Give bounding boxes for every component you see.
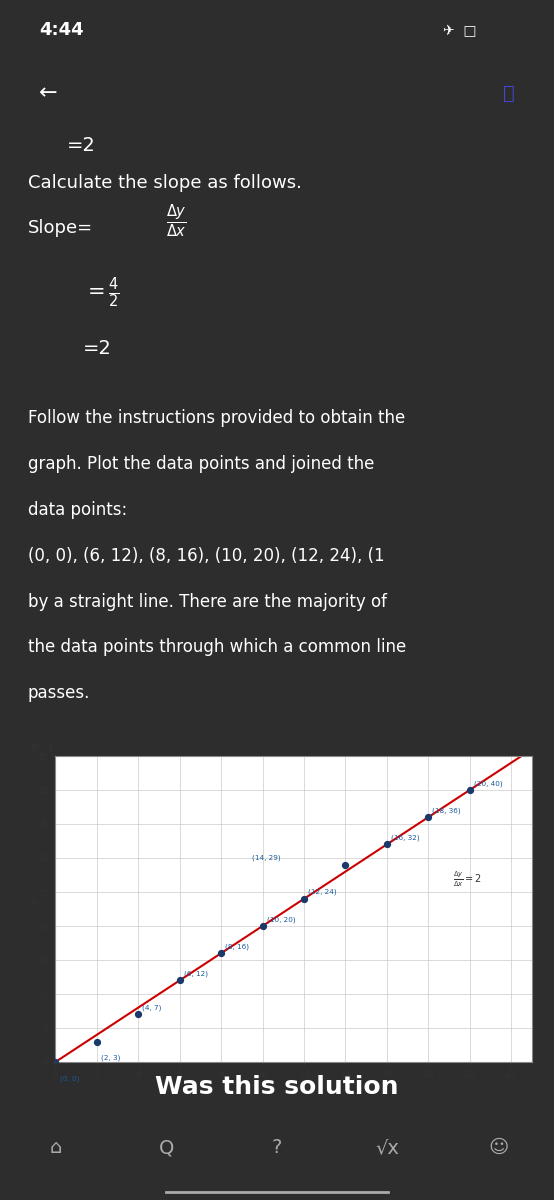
Y-axis label: Y: Y (30, 899, 37, 910)
Text: by a straight line. There are the majority of: by a straight line. There are the majori… (28, 593, 387, 611)
Text: the data points through which a common line: the data points through which a common l… (28, 638, 406, 656)
Text: (18, 36): (18, 36) (433, 808, 461, 814)
Point (465, 780, 474, 799)
Text: (10, 20): (10, 20) (266, 916, 295, 923)
Text: ←: ← (39, 83, 58, 103)
Point (93, 1032, 101, 1051)
Text: 4:44: 4:44 (39, 20, 84, 38)
X-axis label: x: x (290, 1080, 297, 1090)
Point (217, 943, 225, 962)
Text: ✈  □: ✈ □ (443, 23, 476, 37)
Text: Y: Y (47, 743, 53, 752)
Text: (14, 29): (14, 29) (252, 854, 281, 862)
Text: Q: Q (158, 1138, 174, 1157)
Text: Follow the instructions provided to obtain the: Follow the instructions provided to obta… (28, 409, 405, 427)
Point (258, 917, 267, 936)
Text: $\frac{\Delta y}{\Delta x}$: $\frac{\Delta y}{\Delta x}$ (166, 203, 187, 240)
Point (134, 1004, 143, 1024)
Point (300, 889, 309, 908)
Text: (0, 0), (6, 12), (8, 16), (10, 20), (12, 24), (1: (0, 0), (6, 12), (8, 16), (10, 20), (12,… (28, 547, 384, 565)
Text: (6, 12): (6, 12) (184, 971, 208, 977)
Point (424, 808, 433, 827)
Point (382, 835, 391, 854)
Text: ⌂: ⌂ (49, 1138, 61, 1157)
Text: √x: √x (376, 1138, 400, 1157)
Text: ☺: ☺ (489, 1138, 509, 1157)
Text: Slope=: Slope= (28, 218, 93, 236)
Text: (2, 3): (2, 3) (101, 1054, 120, 1061)
Text: ⧉: ⧉ (504, 84, 515, 102)
Text: data points:: data points: (28, 500, 127, 518)
Text: (16, 32): (16, 32) (391, 834, 419, 841)
Text: (4, 7): (4, 7) (142, 1004, 162, 1010)
Text: (20, 40): (20, 40) (474, 780, 502, 787)
Text: 45: 45 (29, 744, 40, 752)
Point (341, 856, 350, 875)
Text: (8, 16): (8, 16) (225, 943, 249, 950)
Text: Calculate the slope as follows.: Calculate the slope as follows. (28, 174, 301, 192)
Text: (0, 0): (0, 0) (59, 1076, 79, 1082)
Text: $\frac{\Delta y}{\Delta x} = 2$: $\frac{\Delta y}{\Delta x} = 2$ (453, 869, 482, 888)
Text: (12, 24): (12, 24) (308, 889, 337, 895)
Point (51, 1052, 60, 1072)
Text: $=\frac{4}{2}$: $=\frac{4}{2}$ (83, 276, 120, 311)
Text: ?: ? (272, 1138, 282, 1157)
Text: Was this solution: Was this solution (155, 1075, 399, 1099)
Text: =2: =2 (83, 340, 112, 359)
Text: =2: =2 (66, 136, 95, 155)
Text: graph. Plot the data points and joined the: graph. Plot the data points and joined t… (28, 455, 374, 473)
Point (175, 971, 184, 990)
Text: passes.: passes. (28, 684, 90, 702)
